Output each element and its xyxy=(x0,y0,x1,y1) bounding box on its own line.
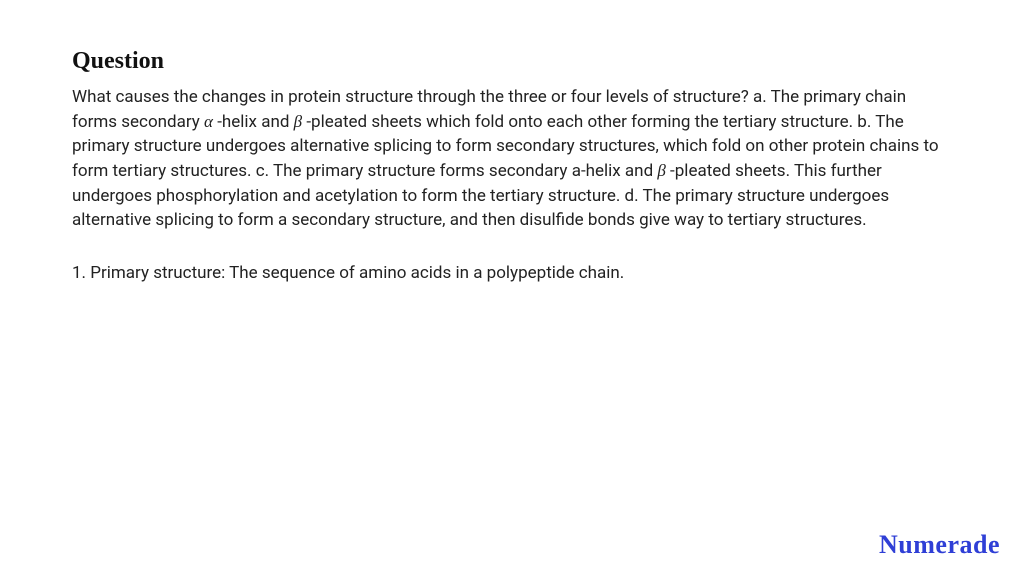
page-root: Question What causes the changes in prot… xyxy=(0,0,1024,576)
greek-alpha: α xyxy=(204,112,213,131)
greek-beta-2: β xyxy=(657,161,665,180)
greek-beta-1: β xyxy=(294,112,302,131)
answer-line-1: 1. Primary structure: The sequence of am… xyxy=(72,261,952,286)
brand-logo: Numerade xyxy=(879,530,1000,560)
question-text-2: -helix and xyxy=(213,112,294,132)
question-heading: Question xyxy=(72,48,952,75)
question-body: What causes the changes in protein struc… xyxy=(72,85,952,233)
